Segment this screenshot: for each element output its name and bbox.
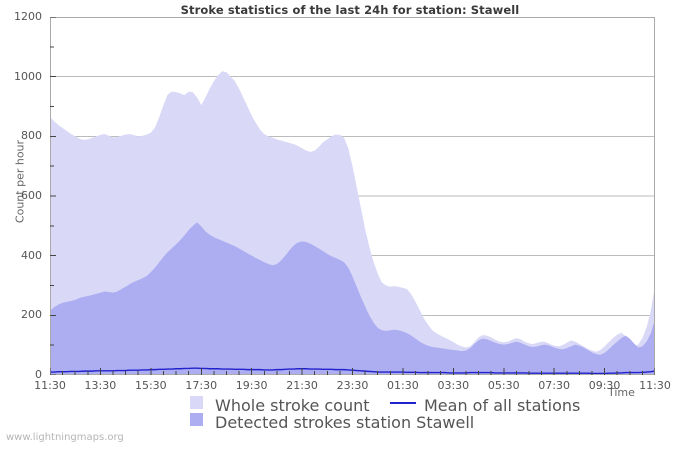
legend-label-mean-of-all-stations: Mean of all stations: [424, 396, 581, 415]
legend-line-mean-of-all-stations: [390, 402, 416, 404]
x-axis-label: Time: [608, 386, 635, 399]
x-axis-tick-label: 19:30: [235, 379, 268, 392]
x-axis-tick-label: 03:30: [437, 379, 470, 392]
y-axis-tick-label: 0: [35, 368, 42, 381]
legend-label-whole-stroke-count: Whole stroke count: [215, 396, 370, 415]
footer-watermark: www.lightningmaps.org: [6, 432, 124, 443]
x-axis-tick-label: 13:30: [84, 379, 117, 392]
y-axis-tick-label: 1000: [14, 69, 42, 83]
x-axis-tick-label: 09:30: [588, 379, 621, 392]
legend-swatch-detected-strokes: [190, 413, 203, 426]
x-axis-tick-label: 15:30: [134, 379, 167, 392]
x-axis-tick-label: 21:30: [286, 379, 318, 392]
x-axis-tick-label: 07:30: [538, 379, 570, 392]
y-axis-tick-label: 200: [21, 308, 42, 322]
x-axis-tick-label: 11:30: [34, 379, 66, 392]
plot-area: [50, 17, 655, 375]
legend-swatch-whole-stroke-count: [190, 396, 203, 409]
x-axis-tick-label: 05:30: [487, 379, 520, 392]
x-axis-tick-label: 01:30: [387, 379, 419, 392]
line-mean-of-all-stations: [50, 367, 655, 375]
chart-title: Stroke statistics of the last 24h for st…: [180, 3, 520, 17]
y-axis-tick-label: 1200: [14, 10, 42, 23]
x-axis-tick-label: 11:30: [639, 379, 671, 392]
area-detected-strokes: [50, 222, 655, 375]
chart-legend: Whole stroke count Detected strokes stat…: [0, 393, 700, 432]
plot-svg: [50, 17, 655, 375]
y-axis-tick-label: 600: [21, 189, 42, 202]
y-axis-tick-label: 400: [21, 248, 42, 262]
y-axis-label: Count per hour: [13, 139, 27, 224]
x-axis-tick-label: 17:30: [185, 379, 218, 392]
legend-label-detected-strokes: Detected strokes station Stawell: [215, 413, 475, 432]
x-axis-tick-label: 23:30: [336, 379, 369, 392]
y-axis-tick-label: 800: [21, 129, 42, 143]
